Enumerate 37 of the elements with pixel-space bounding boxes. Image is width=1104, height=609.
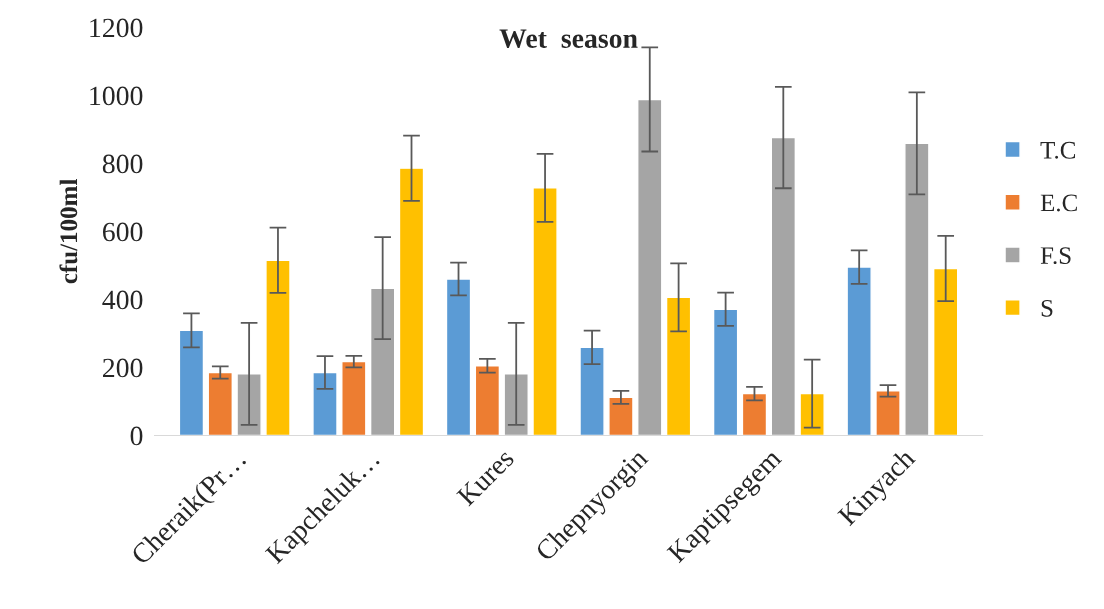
- bar: [665, 296, 692, 436]
- legend-label: T.C: [1040, 141, 1076, 159]
- legend-label: S: [1041, 299, 1053, 317]
- bar: [608, 396, 634, 436]
- y-tick-label: 1200: [90, 18, 143, 38]
- legend-label: F.S: [1040, 247, 1071, 265]
- bar: [579, 346, 605, 436]
- y-tick-label: 600: [102, 222, 143, 242]
- bar: [846, 266, 872, 436]
- bar: [770, 136, 797, 436]
- bar: [741, 392, 768, 436]
- bar: [503, 373, 529, 436]
- bar: [799, 392, 825, 436]
- bar: [474, 365, 501, 436]
- bar: [265, 259, 291, 436]
- bar: [178, 329, 205, 436]
- bar: [875, 390, 901, 436]
- y-tick-label: 1000: [90, 86, 143, 106]
- y-tick-label: 400: [102, 290, 143, 310]
- bar: [932, 267, 959, 436]
- chart-title: Wet season: [499, 29, 638, 49]
- y-tick-label: 200: [103, 358, 143, 378]
- bar: [712, 308, 739, 436]
- y-tick-label: 800: [102, 154, 143, 174]
- bar: [398, 167, 425, 436]
- bar: [445, 278, 472, 436]
- bar: [904, 142, 930, 436]
- bar: [341, 360, 367, 436]
- bar: [532, 187, 558, 436]
- bar: [369, 287, 396, 436]
- bar: [637, 98, 663, 436]
- y-tick-label: 0: [130, 426, 143, 446]
- y-axis-title: cfu/100ml: [59, 179, 78, 284]
- legend-label: E.C: [1040, 194, 1077, 212]
- bar: [207, 371, 233, 436]
- bar: [312, 371, 338, 436]
- bar: [236, 373, 262, 436]
